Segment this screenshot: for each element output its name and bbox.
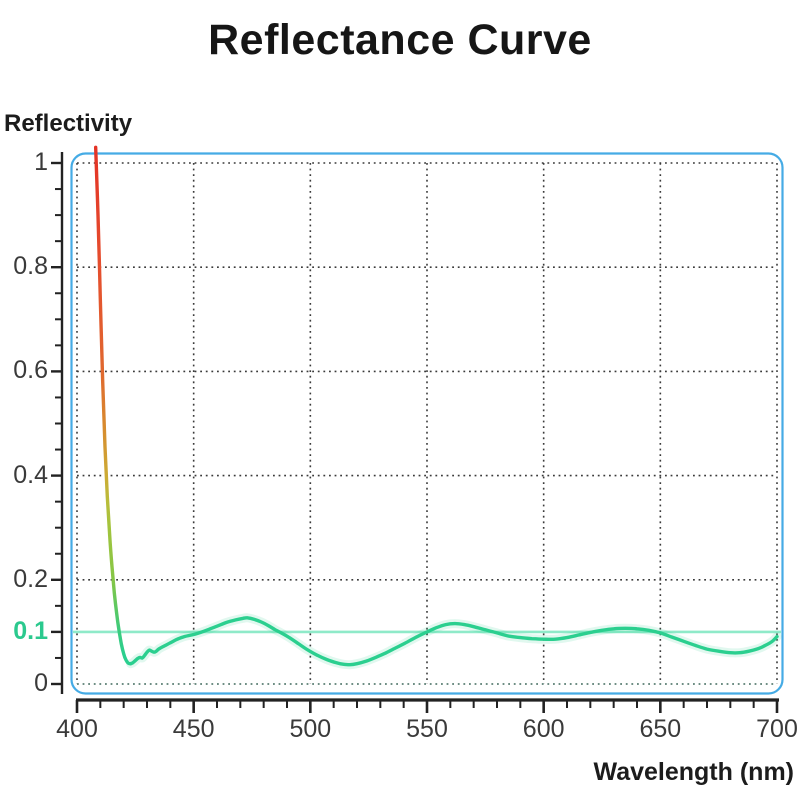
y-tick-label-1: 1 [34, 148, 48, 176]
x-axis-title: Wavelength (nm) [593, 758, 794, 786]
axes [51, 152, 779, 713]
plot-border-box [70, 152, 784, 695]
y-tick-label-0: 0 [34, 669, 48, 697]
y-tick-label-0.6: 0.6 [13, 356, 48, 385]
y-tick-label-0.1: 0.1 [13, 616, 48, 645]
y-axis-title: Reflectivity [4, 110, 133, 137]
grid-lines [76, 162, 778, 685]
reflectance-curve-descent-segment [93, 145, 133, 666]
x-tick-label-600: 600 [522, 715, 565, 743]
chart-title: Reflectance Curve [208, 16, 592, 64]
y-tick-label-0.8: 0.8 [13, 252, 48, 281]
reflectance-curve-main-segment [128, 616, 779, 667]
x-tick-label-700: 700 [756, 715, 798, 743]
y-tick-label-0.4: 0.4 [13, 460, 48, 489]
x-tick-label-500: 500 [289, 715, 332, 743]
x-tick-label-650: 650 [639, 715, 682, 743]
x-tick-label-400: 400 [56, 715, 98, 743]
y-tick-label-0.2: 0.2 [13, 564, 48, 593]
x-tick-label-550: 550 [406, 715, 448, 743]
x-tick-label-450: 450 [172, 715, 215, 743]
